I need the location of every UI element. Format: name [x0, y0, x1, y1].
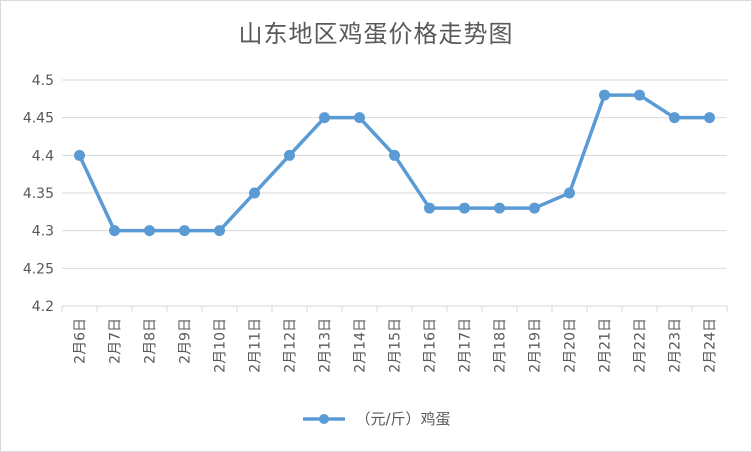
y-tick-label: 4.5	[32, 73, 54, 89]
y-axis: 4.2 4.25 4.3 4.35 4.4 4.45 4.5	[23, 73, 54, 315]
data-point	[109, 225, 120, 237]
x-tick-label: 2月9日	[178, 318, 194, 364]
data-point	[669, 112, 680, 124]
legend-swatch	[303, 413, 346, 424]
data-point	[494, 202, 505, 214]
x-tick-label: 2月11日	[248, 318, 264, 373]
x-axis: 2月6日 2月7日 2月8日 2月9日 2月10日 2月11日 2月12日 2月13日 2月14…	[61, 306, 728, 373]
x-tick-label: 2月8日	[143, 318, 159, 364]
x-tick-label: 2月12日	[283, 318, 299, 373]
data-point	[389, 149, 400, 161]
y-tick-label: 4.2	[32, 299, 54, 315]
x-tick-label: 2月17日	[458, 318, 474, 373]
gridlines	[62, 79, 727, 307]
legend: （元/斤）鸡蛋	[0, 408, 752, 429]
data-point	[354, 112, 365, 124]
y-tick-label: 4.3	[32, 224, 54, 240]
data-point	[179, 225, 190, 237]
y-tick-label: 4.25	[23, 261, 54, 277]
x-tick-label: 2月21日	[598, 318, 614, 373]
series-line	[77, 93, 710, 233]
series-layer	[74, 89, 715, 237]
y-tick-label: 4.4	[32, 148, 54, 164]
data-point	[74, 149, 85, 161]
x-tick-label: 2月7日	[108, 318, 124, 364]
x-tick-label: 2月20日	[563, 318, 579, 373]
x-tick-label: 2月16日	[423, 318, 439, 373]
data-point	[144, 225, 155, 237]
y-tick-label: 4.35	[23, 186, 54, 202]
data-point	[564, 187, 575, 199]
x-tick-label: 2月18日	[493, 318, 509, 373]
data-point	[599, 89, 610, 101]
data-point	[459, 202, 470, 214]
data-point	[634, 89, 645, 101]
data-point	[704, 112, 715, 124]
data-point	[284, 149, 295, 161]
x-tick-label: 2月19日	[528, 318, 544, 373]
data-point	[424, 202, 435, 214]
x-tick-label: 2月15日	[388, 318, 404, 373]
chart-title: 山东地区鸡蛋价格走势图	[238, 20, 514, 48]
x-tick-label: 2月10日	[213, 318, 229, 373]
y-tick-label: 4.45	[23, 111, 54, 127]
x-tick-label: 2月6日	[73, 318, 89, 364]
data-point	[529, 202, 540, 214]
data-point	[214, 225, 225, 237]
x-tick-label: 2月24日	[703, 318, 719, 373]
data-point	[319, 112, 330, 124]
x-tick-label: 2月22日	[633, 318, 649, 373]
x-tick-label: 2月14日	[353, 318, 369, 373]
x-tick-label: 2月23日	[668, 318, 684, 373]
data-point	[249, 187, 260, 199]
legend-label: （元/斤）鸡蛋	[355, 410, 451, 428]
x-tick-label: 2月13日	[318, 318, 334, 373]
